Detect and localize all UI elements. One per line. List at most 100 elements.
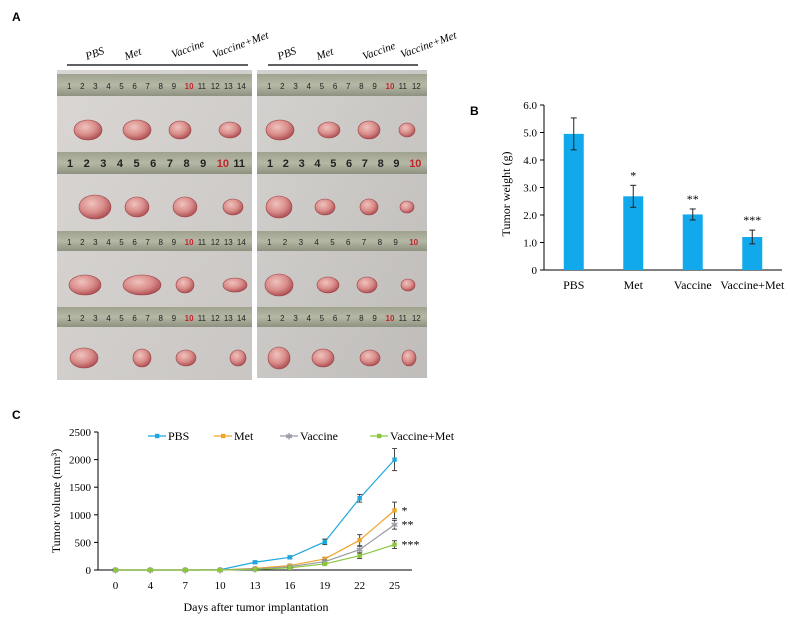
ruler-mark: 8 [378,158,384,170]
line-chart-y-tick-label: 2000 [69,455,92,467]
ruler-mark: 11 [198,314,207,323]
bar-pbs [563,133,584,270]
ruler-mark: 10 [185,238,194,247]
ruler-mark: 1 [67,82,72,91]
line-chart-y-tick-label: 1500 [69,482,92,494]
ruler-mark: 1 [67,158,73,170]
tumor [316,276,340,294]
ruler-mark: 6 [132,82,137,91]
series-point [148,567,153,573]
tumor [218,121,242,139]
ruler-mark: 11 [198,82,207,91]
ruler-mark: 3 [293,314,298,323]
ruler-mark: 3 [93,314,98,323]
series-point [357,553,362,558]
ruler-mark: 12 [211,238,220,247]
tumor [265,195,293,219]
tumor [267,346,291,370]
ruler-mark: 9 [200,158,206,170]
tumor [122,119,152,141]
ruler-mark: 7 [346,314,351,323]
ruler-mark: 8 [159,238,164,247]
ruler-mark: 4 [106,82,111,91]
ruler-mark: 4 [307,314,312,323]
ruler-mark: 9 [172,238,177,247]
tumor [401,349,417,367]
ruler [57,307,252,327]
ruler-mark: 13 [224,82,233,91]
tumor [317,121,341,139]
ruler-mark: 4 [314,238,319,247]
bar-met [623,196,644,270]
tumor [399,200,415,214]
series-point: ✱ [391,521,399,531]
ruler-mark: 12 [412,82,421,91]
line-chart-x-tick-label: 0 [113,580,119,592]
ruler-mark: 8 [378,238,383,247]
ruler-mark: 9 [172,82,177,91]
ruler-mark: 1 [267,314,272,323]
ruler-mark: 7 [346,82,351,91]
ruler-mark: 13 [224,238,233,247]
tumor [398,122,416,138]
legend-label: Vaccine [300,429,338,443]
ruler-mark: 6 [333,314,338,323]
ruler-mark: 7 [145,82,150,91]
ruler [257,152,427,174]
ruler-mark: 11 [399,314,408,323]
ruler-mark: 6 [150,158,156,170]
ruler-mark: 10 [185,314,194,323]
tumor [264,273,294,297]
ruler-mark: 11 [233,158,245,170]
tumor [265,119,295,141]
line-chart-y-tick-label: 500 [75,537,92,549]
ruler-mark: 8 [359,82,364,91]
bar-significance-label: * [630,168,636,182]
ruler-mark: 1 [67,314,72,323]
ruler-mark: 9 [393,238,398,247]
ruler-mark: 1 [67,238,72,247]
ruler-mark: 8 [183,158,189,170]
legend-label: Vaccine+Met [390,429,455,443]
series-point [322,561,327,567]
line-chart-y-axis-label: Tumor volume (mm³) [49,449,63,554]
bar-category-label: Vaccine [674,278,712,292]
legend-marker: ✱ [285,433,293,443]
ruler-mark: 8 [359,314,364,323]
line-chart-x-tick-label: 13 [250,580,262,592]
bar-chart-y-tick-label: 2.0 [523,210,537,222]
ruler-mark: 9 [172,314,177,323]
ruler-mark: 8 [159,314,164,323]
tumor [78,194,112,220]
tumor [359,198,379,216]
ruler-mark: 7 [167,158,173,170]
ruler-mark: 10 [217,158,229,170]
ruler-mark: 2 [80,82,85,91]
ruler-mark: 7 [145,238,150,247]
ruler [257,307,427,327]
legend-label: Met [234,429,254,443]
ruler-mark: 12 [211,82,220,91]
ruler [57,152,252,174]
ruler-mark: 2 [280,314,285,323]
line-chart-y-tick-label: 1000 [69,510,92,522]
tumor [175,349,197,367]
ruler [257,74,427,96]
bar-category-label: Vaccine+Met [720,278,785,292]
series-line-0 [115,459,396,571]
ruler-mark: 7 [362,238,367,247]
ruler-mark: 1 [267,82,272,91]
ruler-mark: 8 [159,82,164,91]
ruler-mark: 4 [307,82,312,91]
series-point [322,539,327,545]
series-point [357,537,362,543]
bar-vaccine-met [742,237,763,270]
line-chart-x-tick-label: 10 [215,580,227,592]
line-chart-x-tick-label: 16 [284,580,296,592]
tumor [168,120,192,140]
ruler-mark: 5 [134,158,140,170]
ruler [257,231,427,251]
line-chart-x-axis-label: Days after tumor implantation [184,600,329,614]
tumor [68,274,102,296]
